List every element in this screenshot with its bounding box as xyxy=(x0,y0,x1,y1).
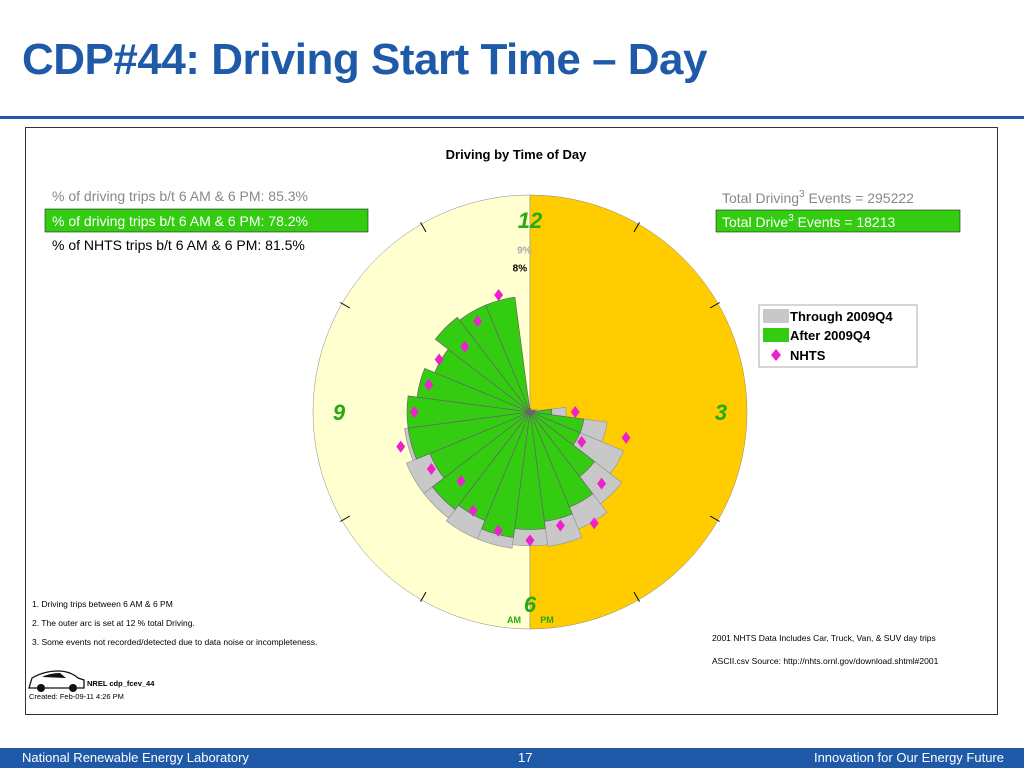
pm-label: PM xyxy=(540,615,554,625)
bar-after-2009q4 xyxy=(416,367,531,413)
note-3: 3. Some events not recorded/detected due… xyxy=(32,637,317,647)
legend-label-through: Through 2009Q4 xyxy=(790,309,893,324)
stat-after: % of driving trips b/t 6 AM & 6 PM: 78.2… xyxy=(52,213,308,229)
nhts-marker xyxy=(468,504,478,517)
ring-label-8pct: 8% xyxy=(513,264,528,275)
bar-after-2009q4 xyxy=(434,316,531,413)
clock-label-9: 9 xyxy=(333,400,346,425)
nhts-marker xyxy=(434,353,444,366)
hour-tick xyxy=(709,302,720,309)
slide-title: CDP#44: Driving Start Time – Day xyxy=(22,35,708,84)
hour-tick xyxy=(709,515,720,522)
hour-tick xyxy=(340,302,351,309)
nhts-markers xyxy=(396,288,631,547)
nhts-marker xyxy=(456,475,466,488)
clock-label-3: 3 xyxy=(715,400,727,425)
legend-swatch-through xyxy=(763,309,789,323)
nhts-marker xyxy=(597,477,607,490)
total-drive-green-box xyxy=(715,209,961,233)
nhts-marker xyxy=(589,517,599,530)
stat-green-box xyxy=(44,208,369,233)
total-drive-events: Total Drive3 Events = 18213 xyxy=(722,213,895,230)
nhts-marker xyxy=(577,435,587,448)
am-label: AM xyxy=(507,615,521,625)
note-1: 1. Driving trips between 6 AM & 6 PM xyxy=(32,599,173,609)
nhts-marker xyxy=(473,315,483,328)
nhts-marker xyxy=(494,288,504,301)
stat-nhts: % of NHTS trips b/t 6 AM & 6 PM: 81.5% xyxy=(52,237,305,253)
hour-tick xyxy=(420,591,427,602)
hour-tick xyxy=(420,222,427,233)
hour-tick xyxy=(633,591,640,602)
bar-after-2009q4 xyxy=(431,411,531,511)
legend-swatch-after xyxy=(763,328,789,342)
nhts-marker xyxy=(396,440,406,453)
bar-after-2009q4 xyxy=(406,395,531,429)
nhts-marker xyxy=(525,534,535,547)
legend-label-nhts: NHTS xyxy=(790,348,826,363)
footer-tagline: Innovation for Our Energy Future xyxy=(813,750,1004,765)
ring-label-9pct: 9% xyxy=(517,245,532,256)
source-note-1: 2001 NHTS Data Includes Car, Truck, Van,… xyxy=(712,633,936,643)
nhts-marker xyxy=(460,340,470,353)
legend: Through 2009Q4 After 2009Q4 NHTS xyxy=(758,304,918,368)
stat-overall: % of driving trips b/t 6 AM & 6 PM: 85.3… xyxy=(52,188,308,204)
polar-chart: 12 3 6 9 AM PM 9% 8% Driving by Time of … xyxy=(28,147,961,701)
nhts-marker xyxy=(409,406,419,418)
logo-label: NREL cdp_fcev_44 xyxy=(87,679,155,688)
chart-frame: 12 3 6 9 AM PM 9% 8% Driving by Time of … xyxy=(25,127,998,715)
nhts-marker xyxy=(570,406,580,418)
chart-title: Driving by Time of Day xyxy=(446,147,587,162)
note-2: 2. The outer arc is set at 12 % total Dr… xyxy=(32,618,195,628)
legend-label-after: After 2009Q4 xyxy=(790,328,871,343)
created-timestamp: Created: Feb-09-11 4:26 PM xyxy=(29,692,124,701)
nhts-marker xyxy=(493,524,503,537)
nhts-marker xyxy=(621,431,631,444)
hour-tick xyxy=(633,222,640,233)
nhts-marker xyxy=(555,519,565,532)
legend-marker-nhts xyxy=(771,349,781,361)
slide-footer: National Renewable Energy Laboratory 17 … xyxy=(0,748,1024,768)
bar-after-2009q4 xyxy=(485,296,531,413)
clock-label-12: 12 xyxy=(518,208,543,233)
car-icon xyxy=(28,670,85,692)
nhts-marker xyxy=(424,378,434,391)
footer-organization: National Renewable Energy Laboratory xyxy=(22,750,249,765)
title-rule xyxy=(0,116,1024,119)
total-driving-events: Total Driving3 Events = 295222 xyxy=(722,189,914,206)
nhts-marker xyxy=(426,462,436,475)
hour-tick xyxy=(340,515,351,522)
clock-ticks xyxy=(340,222,720,602)
clock-label-6: 6 xyxy=(524,592,537,617)
page-number: 17 xyxy=(518,750,533,765)
source-note-2: ASCII.csv Source: http://nhts.ornl.gov/d… xyxy=(712,656,939,666)
polar-bars xyxy=(404,296,625,549)
